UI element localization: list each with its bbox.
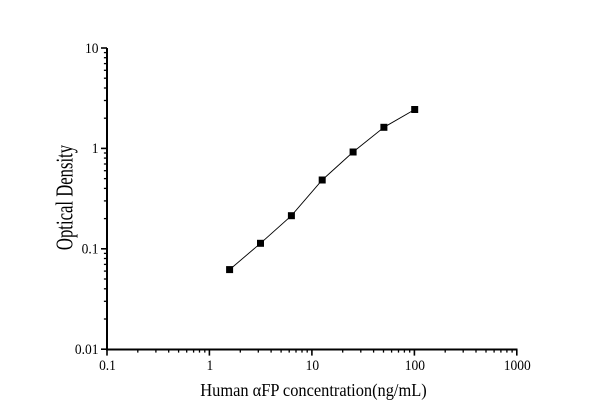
svg-text:0.01: 0.01 [75,343,99,358]
svg-text:Human αFP concentration(ng/mL): Human αFP concentration(ng/mL) [200,381,426,401]
svg-text:Optical Density: Optical Density [52,144,79,250]
svg-text:0.1: 0.1 [99,359,116,374]
svg-text:1000: 1000 [504,359,531,374]
svg-text:10: 10 [306,359,320,374]
svg-text:1: 1 [207,359,214,374]
svg-text:1: 1 [92,142,99,157]
svg-text:0.1: 0.1 [82,242,99,257]
svg-text:100: 100 [405,359,425,374]
svg-text:10: 10 [85,41,99,56]
